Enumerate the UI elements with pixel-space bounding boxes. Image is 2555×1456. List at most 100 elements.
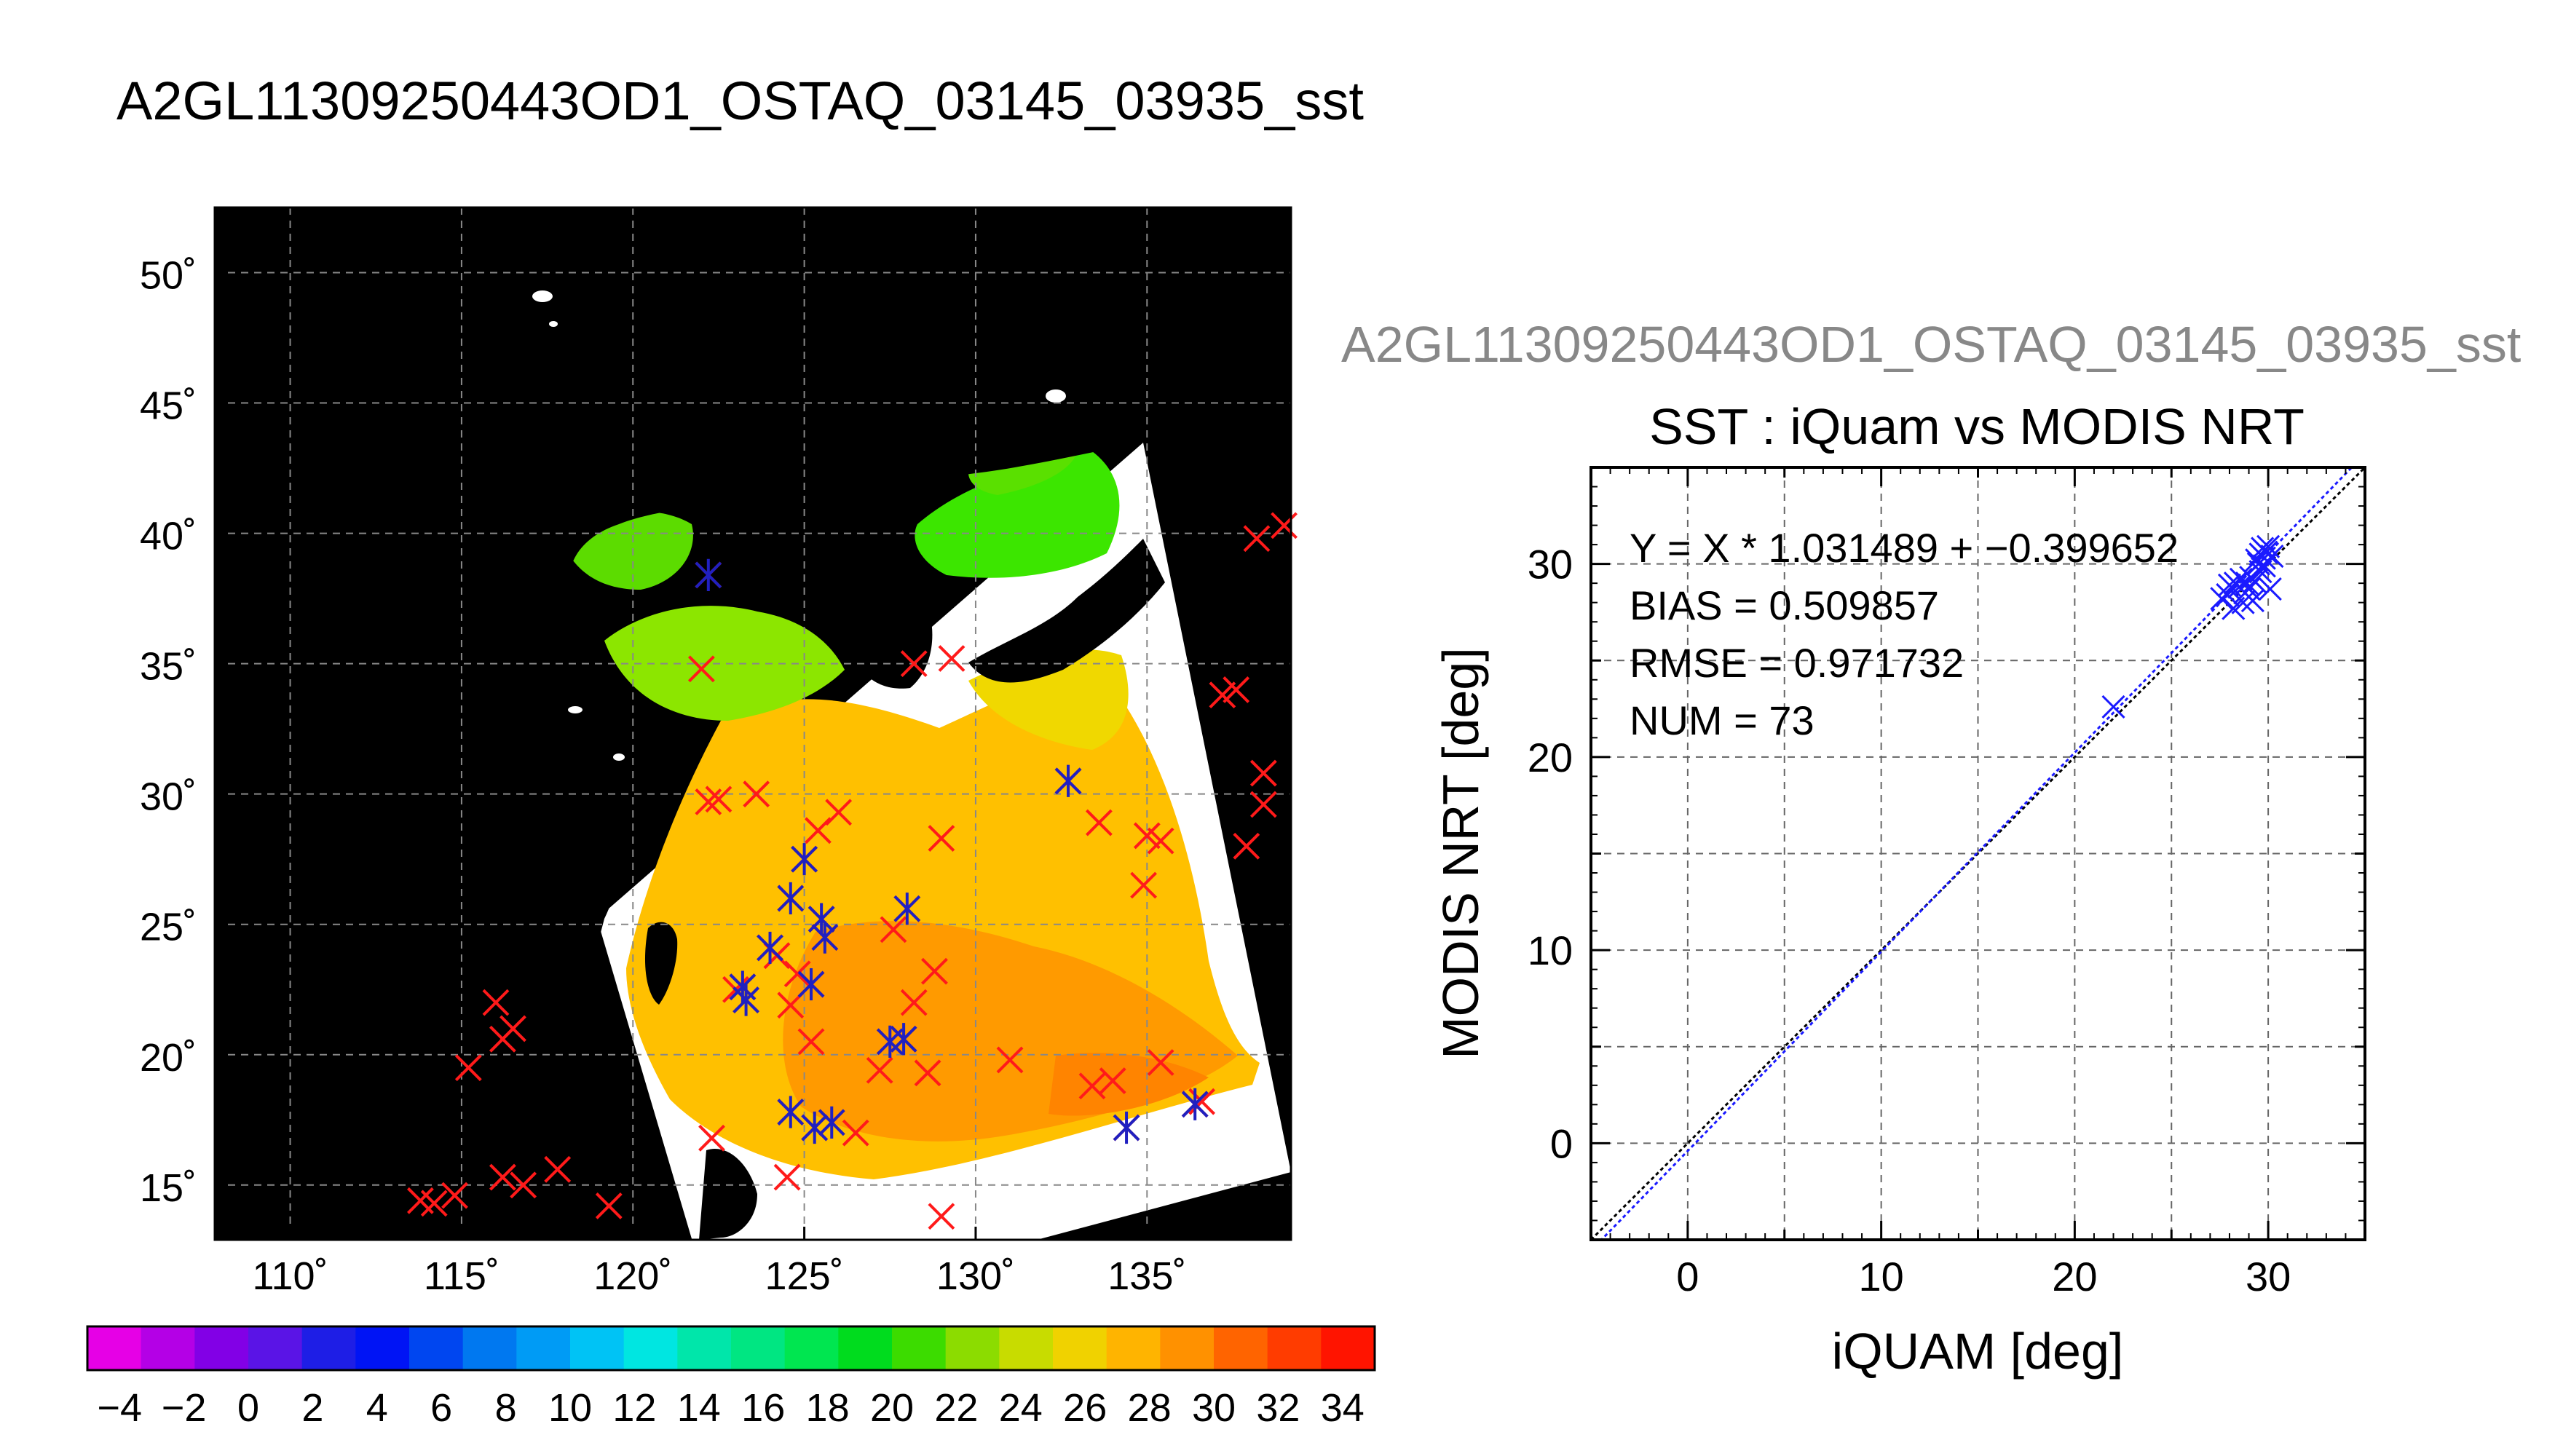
colorbar-segment [999, 1326, 1054, 1370]
colorbar-segment [516, 1326, 571, 1370]
map-points-outside [1271, 512, 1298, 539]
scatter-xtick-label: 20 [2052, 1254, 2097, 1299]
colorbar-segment [462, 1326, 517, 1370]
colorbar-tick-label: 22 [934, 1386, 978, 1430]
iquam-point-red-x [1130, 871, 1158, 899]
colorbar-tick-label: 34 [1321, 1386, 1365, 1430]
colorbar-segment [1214, 1326, 1268, 1370]
map-lon-tick-label: 125˚ [765, 1254, 844, 1298]
iquam-point-red-x [544, 1155, 572, 1183]
scatter-plot: A2GL11309250443OD1_OSTAQ_03145_03935_sst… [1341, 316, 2521, 1380]
scatter-point [2216, 583, 2240, 607]
colorbar-segment [409, 1326, 464, 1370]
iquam-point-red-x [1147, 827, 1174, 855]
scatter-suptitle: A2GL11309250443OD1_OSTAQ_03145_03935_sst [1341, 316, 2521, 373]
map-grid [215, 207, 1291, 1240]
scatter-point [2260, 544, 2284, 569]
land-luzon [699, 1149, 757, 1240]
cloud-speck [549, 321, 558, 327]
land-china [215, 207, 728, 1240]
colorbar-tick-label: 2 [301, 1386, 323, 1430]
colorbar-segment [1053, 1326, 1107, 1370]
map-lat-tick-label: 35˚ [140, 645, 197, 689]
scatter-ticks: 0 10 20 30 0 10 20 30 [1528, 467, 2365, 1299]
map-lon-ticks: 110˚ 115˚ 120˚ 125˚ 130˚ 135˚ [253, 1227, 1186, 1298]
iquam-point-red-x [996, 1046, 1024, 1074]
scatter-title: SST : iQuam vs MODIS NRT [1649, 398, 2305, 455]
colorbar-segment [301, 1326, 356, 1370]
colorbar-tick-label: 18 [806, 1386, 850, 1430]
scatter-ytick-label: 0 [1550, 1120, 1573, 1166]
scatter-point [2231, 590, 2255, 614]
colorbar-tick-label: 20 [870, 1386, 914, 1430]
colorbar-tick-label: 0 [237, 1386, 259, 1430]
iquam-point-red-x [695, 788, 722, 815]
iquam-point-red-x [743, 780, 770, 808]
map-lat-tick-label: 40˚ [140, 515, 197, 558]
iquam-point-red-x [797, 1028, 825, 1056]
land-korea [841, 558, 933, 689]
iquam-point-red-x [1271, 512, 1298, 539]
iquam-point-red-x [1233, 832, 1260, 860]
scatter-xlabel: iQUAM [deg] [1832, 1323, 2124, 1380]
iquam-point-red-x [928, 1203, 955, 1230]
colorbar: −4 −2 0 2 4 6 8 10 12 14 16 18 20 22 24 26 28 30 32 34 [86, 1325, 1376, 1430]
iquam-point-red-x [1249, 791, 1277, 818]
colorbar-tick-label: −4 [97, 1386, 142, 1430]
colorbar-tick-label: 4 [366, 1386, 388, 1430]
iquam-point-red-x [595, 1192, 623, 1219]
iquam-point-red-x [407, 1187, 434, 1214]
iquam-point-red-x [900, 989, 928, 1016]
iquam-point-red-x [510, 1171, 537, 1199]
iquam-point-red-x [842, 1119, 869, 1147]
iquam-point-red-x [880, 916, 907, 943]
colorbar-tick-label: 12 [612, 1386, 656, 1430]
scatter-point [2101, 695, 2125, 719]
iquam-point-red-x [928, 825, 955, 852]
colorbar-segment [141, 1326, 195, 1370]
iquam-point-red-x [1147, 1049, 1174, 1076]
colorbar-segment [784, 1326, 839, 1370]
scatter-point [2252, 554, 2276, 578]
scatter-ylabel: MODIS NRT [deg] [1432, 647, 1489, 1059]
sst-map: 50˚ 45˚ 40˚ 35˚ 30˚ 25˚ 20˚ 15˚ 110˚ 115˚ 120˚ 125… [140, 206, 1298, 1298]
map-lat-tick-label: 50˚ [140, 254, 197, 298]
scatter-annotation: BIAS = 0.509857 [1630, 582, 1939, 628]
colorbar-tick-label: 28 [1128, 1386, 1172, 1430]
colorbar-segment [945, 1326, 1000, 1370]
colorbar-segment [570, 1326, 625, 1370]
scatter-ytick-label: 30 [1528, 542, 1573, 587]
scatter-point [2240, 588, 2264, 613]
colorbar-tick-label: 26 [1063, 1386, 1107, 1430]
map-frame [213, 206, 1292, 1241]
iquam-point-red-x [777, 992, 805, 1019]
colorbar-tick-label: 6 [430, 1386, 452, 1430]
colorbar-segment [1160, 1326, 1215, 1370]
iquam-point-red-x [783, 960, 811, 988]
scatter-points [2101, 534, 2284, 719]
cloud-speck [532, 290, 553, 302]
colorbar-segment [677, 1326, 732, 1370]
cloud-speck [1046, 389, 1066, 403]
colorbar-segment [731, 1326, 786, 1370]
scatter-annotation: Y = X * 1.031489 + −0.399652 [1630, 525, 2179, 571]
map-imagery [215, 207, 1291, 1240]
iquam-point-red-x [499, 1015, 526, 1042]
map-lon-tick-label: 115˚ [424, 1254, 499, 1298]
land-north-edge [728, 207, 1291, 510]
iquam-point-red-x [1099, 1067, 1126, 1094]
sst-field-yellowsea [604, 606, 845, 721]
iquam-point-red-x [489, 1163, 516, 1191]
colorbar-frame [86, 1325, 1376, 1372]
map-lat-tick-label: 30˚ [140, 775, 197, 819]
colorbar-segment [248, 1326, 303, 1370]
colorbar-tick-label: 16 [741, 1386, 785, 1430]
iquam-point-red-x [1243, 525, 1271, 553]
cloud-speck [613, 753, 625, 761]
scatter-point [2256, 534, 2280, 558]
scatter-point [2245, 548, 2269, 572]
sst-field-japansea [915, 451, 1120, 578]
colorbar-segment [1267, 1326, 1322, 1370]
scatter-ytick-label: 10 [1528, 927, 1573, 973]
iquam-point-red-x [1078, 1072, 1106, 1100]
